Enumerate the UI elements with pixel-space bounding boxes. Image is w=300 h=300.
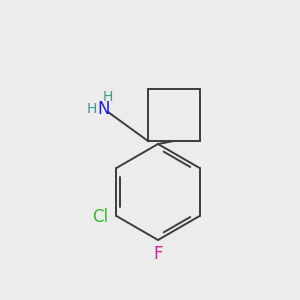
Text: F: F — [153, 245, 163, 263]
Text: H: H — [87, 102, 97, 116]
Text: Cl: Cl — [92, 208, 109, 226]
Text: N: N — [98, 100, 110, 118]
Text: H: H — [103, 90, 113, 104]
